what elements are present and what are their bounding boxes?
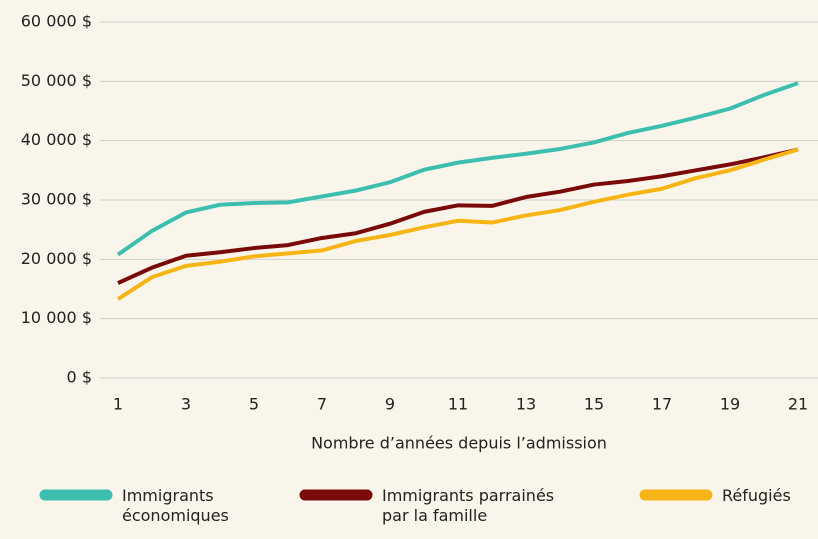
legend-label: Réfugiés	[722, 486, 791, 505]
y-tick-label: 60 000 $	[21, 12, 92, 31]
series-line	[117, 147, 799, 285]
x-tick-label: 15	[584, 395, 604, 414]
y-tick-label: 20 000 $	[21, 249, 92, 268]
x-tick-label: 21	[788, 395, 808, 414]
x-tick-label: 9	[385, 395, 395, 414]
y-tick-label: 10 000 $	[21, 308, 92, 327]
legend-label: Immigrants parrainés par la famille	[382, 486, 555, 525]
legend-label: Immigrants économiques	[122, 486, 229, 525]
series-line	[116, 147, 799, 301]
x-tick-label: 17	[652, 395, 672, 414]
y-tick-label: 40 000 $	[21, 130, 92, 149]
y-tick-label: 30 000 $	[21, 190, 92, 209]
x-tick-label: 11	[448, 395, 468, 414]
x-tick-label: 1	[113, 395, 123, 414]
x-tick-label: 19	[720, 395, 740, 414]
x-tick-label: 7	[317, 395, 327, 414]
series-line	[116, 81, 799, 257]
x-axis-label: Nombre d’années depuis l’admission	[311, 434, 607, 453]
y-tick-label: 50 000 $	[21, 71, 92, 90]
x-tick-label: 5	[249, 395, 259, 414]
x-tick-label: 13	[516, 395, 536, 414]
x-tick-label: 3	[181, 395, 191, 414]
y-tick-label: 0 $	[67, 368, 92, 387]
